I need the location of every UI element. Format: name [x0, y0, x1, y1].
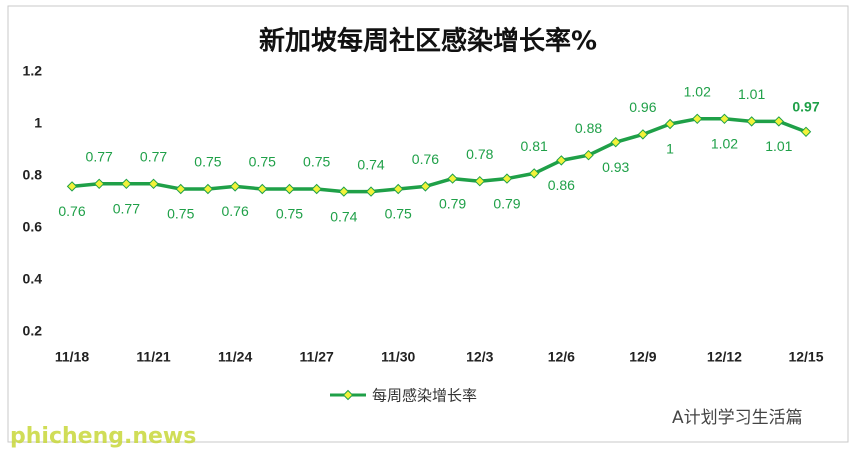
data-marker: [746, 116, 757, 127]
data-label: 0.79: [493, 195, 520, 211]
data-label: 0.93: [602, 159, 629, 175]
watermark: A计划学习生活篇: [672, 408, 803, 428]
data-label: 0.86: [548, 177, 575, 193]
data-label: 0.75: [249, 154, 276, 170]
data-label: 1.01: [765, 138, 792, 154]
data-marker: [583, 149, 594, 161]
data-label: 0.76: [221, 203, 248, 219]
x-tick-label: 11/27: [300, 349, 334, 365]
x-tick-label: 11/21: [136, 349, 170, 365]
x-tick-label: 11/24: [218, 349, 252, 365]
x-tick-label: 12/12: [707, 349, 742, 365]
data-marker: [202, 183, 214, 195]
data-label: 0.78: [466, 146, 493, 162]
x-tick-label: 12/6: [548, 349, 575, 365]
data-marker: [66, 181, 78, 192]
y-tick-label: 0.4: [23, 271, 43, 287]
data-label: 0.77: [113, 201, 140, 217]
x-tick-label: 12/3: [466, 349, 493, 365]
watermark: phicheng.news: [10, 424, 196, 449]
data-label: 0.88: [575, 120, 602, 136]
data-label: 1: [666, 141, 674, 157]
data-label: 0.97: [792, 99, 819, 115]
data-marker: [610, 136, 621, 148]
data-label: 0.77: [86, 149, 113, 165]
data-marker: [692, 113, 703, 125]
x-tick-label: 12/15: [788, 349, 823, 365]
data-marker: [528, 168, 540, 179]
chart-title: 新加坡每周社区感染增长率%: [259, 26, 597, 57]
data-label: 0.77: [140, 149, 167, 165]
data-marker: [338, 186, 350, 197]
data-label: 0.74: [357, 156, 384, 172]
data-label: 0.75: [276, 206, 303, 222]
y-tick-label: 1: [34, 115, 42, 131]
x-tick-label: 12/9: [629, 349, 656, 365]
data-marker: [284, 183, 295, 195]
data-marker: [175, 183, 186, 195]
y-tick-label: 0.2: [23, 323, 43, 339]
data-marker: [474, 175, 485, 187]
data-marker: [365, 186, 377, 197]
data-marker: [719, 113, 730, 125]
legend-label: 每周感染增长率: [372, 387, 477, 405]
data-marker: [93, 178, 105, 190]
data-label: 0.75: [167, 206, 194, 222]
data-label: 0.75: [194, 154, 221, 170]
data-marker: [501, 173, 513, 184]
y-tick-label: 0.6: [23, 219, 43, 235]
x-tick-label: 11/18: [55, 349, 89, 365]
data-line: [71, 117, 807, 194]
data-marker: [393, 183, 404, 195]
data-marker: [121, 178, 132, 190]
data-label: 0.79: [439, 195, 466, 211]
x-tick-label: 11/30: [381, 349, 415, 365]
data-marker: [257, 183, 268, 195]
data-marker: [664, 118, 676, 130]
data-marker: [447, 173, 458, 184]
data-label: 0.96: [629, 99, 656, 115]
data-label: 0.81: [521, 138, 548, 154]
data-label: 1.02: [684, 84, 711, 100]
data-label: 0.74: [330, 208, 357, 224]
data-marker: [773, 116, 785, 127]
data-marker: [311, 183, 322, 195]
data-marker: [800, 126, 812, 138]
data-label: 1.02: [711, 136, 738, 152]
chart-frame: [7, 5, 849, 443]
y-tick-label: 0.8: [23, 167, 43, 183]
data-marker: [229, 181, 241, 192]
data-label: 0.75: [303, 154, 330, 170]
data-label: 1.01: [738, 86, 765, 102]
data-label: 0.76: [58, 203, 85, 219]
data-label: 0.75: [385, 206, 412, 222]
y-tick-label: 1.2: [23, 63, 43, 79]
data-marker: [637, 129, 649, 140]
data-marker: [420, 181, 431, 192]
data-marker: [556, 155, 567, 166]
data-marker: [148, 178, 159, 190]
data-label: 0.76: [412, 151, 439, 167]
legend-marker: [342, 389, 354, 401]
